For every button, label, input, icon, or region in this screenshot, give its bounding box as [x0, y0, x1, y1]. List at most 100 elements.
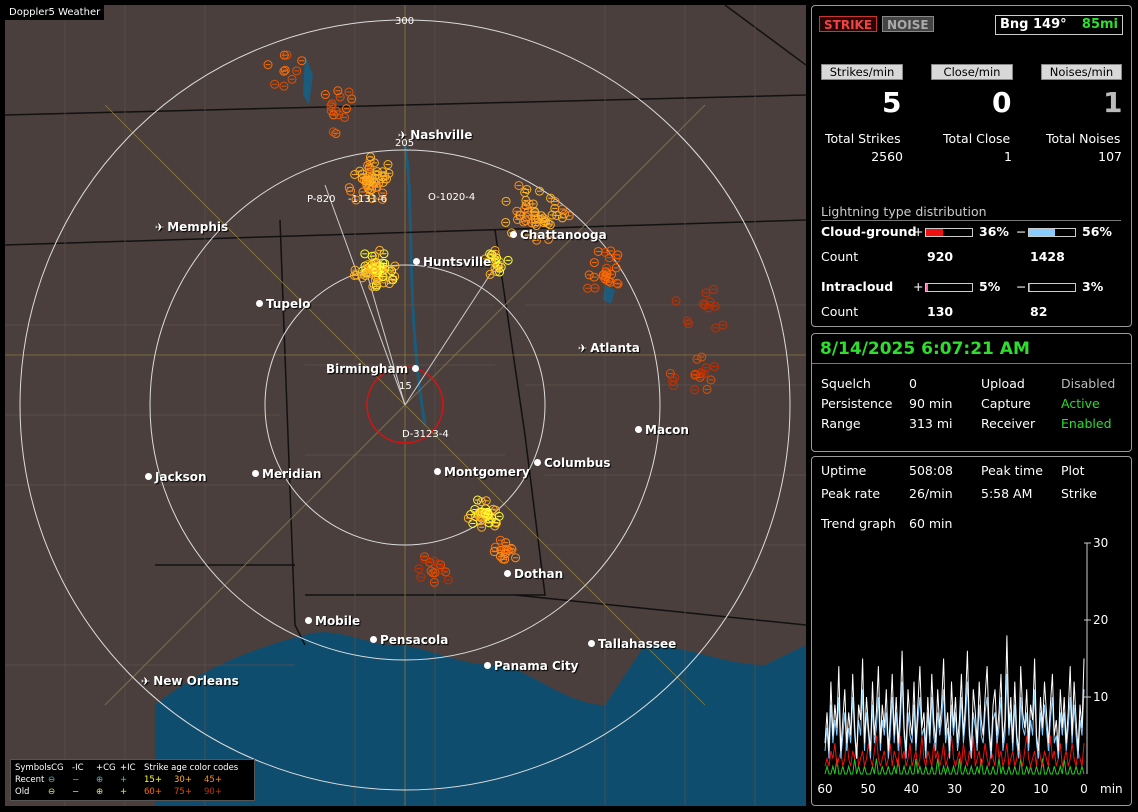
strike-marker-icon: [476, 497, 486, 507]
legend-header: +CG: [96, 763, 116, 773]
strike-marker-icon: [705, 297, 715, 307]
strike-marker-icon: [372, 169, 382, 179]
city-dot-icon: [484, 662, 491, 669]
strike-marker-icon: [358, 169, 368, 179]
cg-negative-fill: [1029, 229, 1055, 236]
date-time: 8/14/2025 6:07:21 AM: [820, 339, 1030, 359]
trend-panel: Uptime 508:08 Peak time Plot Peak rate 2…: [811, 456, 1132, 806]
strike-marker-icon: [468, 518, 478, 528]
divider: [812, 363, 1131, 364]
squelch-value: 0: [909, 376, 917, 391]
strike-marker-icon: [263, 60, 273, 70]
city-birmingham: Birmingham: [326, 362, 422, 376]
strikes-rate-header[interactable]: Strikes/min: [821, 64, 903, 80]
strike-marker-icon: [520, 187, 530, 197]
strike-mode-button[interactable]: STRIKE: [819, 16, 878, 32]
y-tick-label: 20: [1093, 613, 1108, 627]
cg-positive-fill: [926, 229, 943, 236]
strike-marker-icon: [606, 246, 616, 256]
strike-marker-icon: [545, 220, 555, 230]
strike-marker-icon: [379, 278, 389, 288]
strike-marker-icon: [350, 265, 360, 275]
strike-marker-icon: [430, 568, 440, 578]
airport-icon: ✈: [398, 129, 408, 142]
legend-header: -IC: [72, 763, 84, 773]
city-panama-city: Panama City: [484, 659, 578, 673]
age-code: 45+: [204, 775, 222, 785]
station-tag: D-3123-4: [402, 429, 449, 440]
strike-marker-icon: [320, 90, 330, 100]
total-noises-label: Total Noises: [1046, 131, 1121, 146]
cg-positive-pct: 36%: [979, 224, 1009, 239]
strike-marker-icon: [496, 262, 506, 272]
strike-marker-icon: [383, 160, 393, 170]
status-panel: 8/14/2025 6:07:21 AM Squelch 0 Upload Di…: [811, 333, 1132, 452]
strike-marker-icon: [331, 129, 341, 139]
strike-marker-icon: [520, 204, 530, 214]
strike-marker-icon: [490, 521, 500, 531]
strike-marker-icon: [364, 162, 374, 172]
plus-ic-icon: +: [120, 775, 128, 785]
x-tick-label: 40: [904, 782, 919, 796]
legend-recent-label: Recent: [15, 775, 45, 785]
strike-marker-icon: [535, 186, 545, 196]
city-dot-icon: [588, 640, 595, 647]
plot-value[interactable]: Strike: [1061, 486, 1097, 501]
strike-marker-icon: [531, 220, 541, 230]
strike-marker-icon: [292, 66, 302, 76]
strike-marker-icon: [543, 219, 553, 229]
strike-marker-icon: [557, 204, 567, 214]
ic-negative-count: 82: [1030, 304, 1048, 319]
city-new-orleans: ✈ New Orleans: [141, 674, 239, 688]
strike-marker-icon: [511, 553, 521, 563]
noise-mode-button[interactable]: NOISE: [882, 16, 934, 32]
lightning-map[interactable]: Doppler5 Weather 300 205 15 P-820 -1131-…: [5, 5, 806, 806]
strike-marker-icon: [501, 538, 511, 548]
age-code: 75+: [174, 787, 192, 797]
strike-marker-icon: [584, 270, 594, 280]
plus-sign: +: [913, 224, 924, 239]
total-strikes-value: 2560: [871, 149, 903, 164]
strike-marker-icon: [362, 268, 372, 278]
strike-marker-icon: [333, 86, 343, 96]
lake: [603, 285, 615, 304]
strike-marker-icon: [443, 575, 453, 585]
strike-marker-icon: [683, 319, 693, 329]
strike-marker-icon: [351, 195, 361, 205]
strike-marker-icon: [375, 245, 385, 255]
uptime-value: 508:08: [909, 463, 953, 478]
close-rate-header[interactable]: Close/min: [931, 64, 1013, 80]
trend-chart: 30 20 10 60 50 40 30 20 10 0 min: [817, 536, 1122, 796]
strike-marker-icon: [380, 171, 390, 181]
total-close-value: 1: [1004, 149, 1012, 164]
strike-marker-icon: [487, 250, 497, 260]
strike-marker-icon: [490, 258, 500, 268]
symbol-legend: Symbols -CG -IC +CG +IC Strike age color…: [10, 759, 255, 801]
trend-series-line: [824, 735, 1085, 769]
ic-positive-bar: [925, 283, 973, 292]
city-dot-icon: [305, 617, 312, 624]
close-per-min: 0: [992, 86, 1012, 119]
peak-rate-value: 26/min: [909, 486, 953, 501]
capture-label: Capture: [981, 396, 1031, 411]
strike-marker-icon: [420, 554, 430, 564]
map-canvas: [5, 5, 806, 806]
strike-marker-icon: [671, 296, 681, 306]
city-montgomery: Montgomery: [434, 465, 530, 479]
squelch-label: Squelch: [821, 376, 871, 391]
minus-sign: −: [1016, 279, 1027, 294]
strike-marker-icon: [518, 217, 528, 227]
ring-label: 15: [399, 381, 412, 392]
strike-marker-icon: [485, 269, 495, 279]
plus-ic-icon: +: [120, 787, 128, 797]
peak-rate-label: Peak rate: [821, 486, 881, 501]
strike-marker-icon: [429, 577, 439, 587]
strike-marker-icon: [279, 66, 289, 76]
city-dot-icon: [434, 468, 441, 475]
total-noises-value: 107: [1098, 149, 1122, 164]
city-dot-icon: [370, 636, 377, 643]
noises-rate-header[interactable]: Noises/min: [1041, 64, 1122, 80]
strike-marker-icon: [589, 272, 599, 282]
receiver-label: Receiver: [981, 416, 1036, 431]
city-nashville: ✈ Nashville: [398, 128, 473, 142]
